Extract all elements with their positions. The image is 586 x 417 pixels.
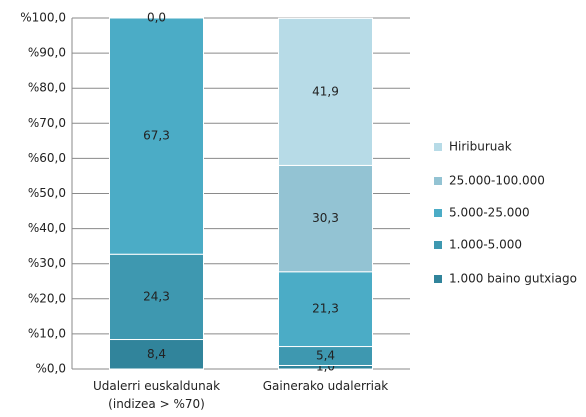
legend-label: 1.000 baino gutxiago [449, 272, 577, 286]
y-tick-label: %30,0 [28, 256, 66, 270]
y-tick-label: %60,0 [28, 151, 66, 165]
y-tick-label: %90,0 [28, 46, 66, 60]
value-label: 24,3 [143, 289, 170, 303]
legend-label: 1.000-5.000 [449, 238, 522, 252]
y-tick-label: %80,0 [28, 81, 66, 95]
value-label: 21,3 [312, 302, 339, 316]
bar-segment [278, 164, 373, 273]
legend-swatch [434, 209, 442, 217]
legend-label: 25.000-100.000 [449, 174, 545, 188]
legend-swatch [434, 143, 442, 151]
bar-segment [109, 253, 204, 341]
legend-swatch [434, 177, 442, 185]
x-tick-label: Gainerako udalerriak [262, 379, 389, 393]
value-label: 41,9 [312, 84, 339, 98]
legend-swatch [434, 241, 442, 249]
bar-segment [278, 271, 373, 348]
value-label: 0,0 [147, 11, 166, 25]
x-tick-label: Udalerri euskaldunak (indizea > %70) [92, 379, 221, 411]
bar-segment [109, 17, 204, 255]
bar-segment [278, 17, 373, 166]
value-label: 30,3 [312, 211, 339, 225]
y-tick-label: %50,0 [28, 186, 66, 200]
legend-label: 5.000-25.000 [449, 206, 530, 220]
y-tick-label: %0,0 [36, 362, 67, 376]
value-label: 5,4 [316, 349, 335, 363]
y-tick-label: %40,0 [28, 221, 66, 235]
value-label: 8,4 [147, 347, 166, 361]
legend-swatch [434, 275, 442, 283]
y-tick-label: %10,0 [28, 326, 66, 340]
y-tick-label: %100,0 [20, 11, 66, 25]
bar-segment [109, 339, 204, 370]
legend-label: Hiriburuak [449, 140, 512, 154]
value-label: 67,3 [143, 129, 170, 143]
y-tick-label: %20,0 [28, 291, 66, 305]
y-tick-label: %70,0 [28, 116, 66, 130]
